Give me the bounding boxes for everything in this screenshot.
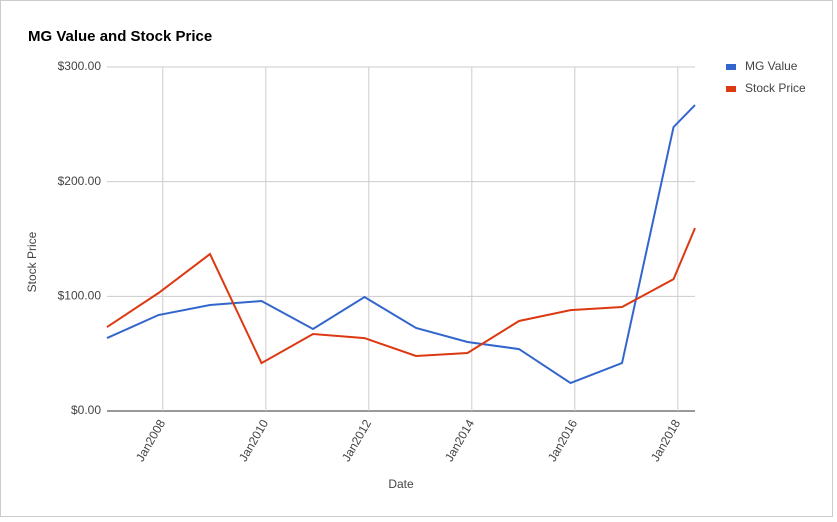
legend-label: Stock Price [745,81,806,95]
legend-label: MG Value [745,59,798,73]
chart-title: MG Value and Stock Price [28,28,212,45]
line [106,227,696,365]
y-tick-label: $200.00 [58,174,102,188]
y-tick-label: $0.00 [71,403,101,417]
y-tick-label: $100.00 [58,289,102,303]
line [106,104,696,385]
legend-swatch [726,86,736,92]
x-axis-label: Date [388,477,414,491]
legend-swatch [726,64,736,70]
y-axis-label: Stock Price [25,231,39,292]
y-tick-label: $300.00 [58,59,102,73]
